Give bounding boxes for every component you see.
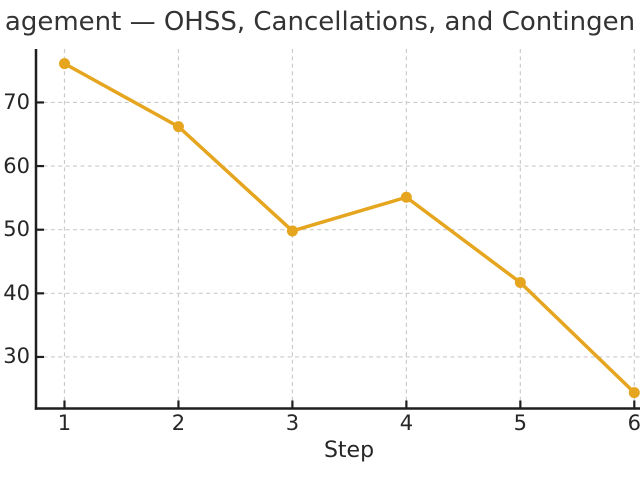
- y-tick-label: 40: [3, 280, 30, 305]
- data-point-marker: [628, 387, 640, 399]
- x-tick-label: 6: [627, 411, 640, 435]
- y-tick-label: 30: [3, 344, 30, 369]
- x-tick-label: 5: [513, 411, 528, 435]
- data-point-marker: [172, 121, 184, 133]
- x-tick-label: 3: [285, 411, 300, 435]
- x-axis-label: Step: [323, 438, 375, 463]
- data-line: [62, 61, 637, 395]
- x-tick-label: 4: [399, 411, 414, 435]
- x-tick-label: 2: [171, 411, 186, 435]
- y-tick-label: 50: [3, 217, 30, 242]
- data-point-marker: [286, 225, 298, 237]
- data-point-marker: [400, 191, 412, 203]
- y-tick-label: 70: [3, 89, 30, 114]
- x-tick-label: 1: [57, 411, 72, 435]
- y-tick-label: 60: [3, 153, 30, 178]
- chart-title: agement — OHSS, Cancellations, and Conti…: [4, 7, 636, 37]
- data-point-marker: [58, 58, 70, 70]
- data-point-marker: [514, 277, 526, 289]
